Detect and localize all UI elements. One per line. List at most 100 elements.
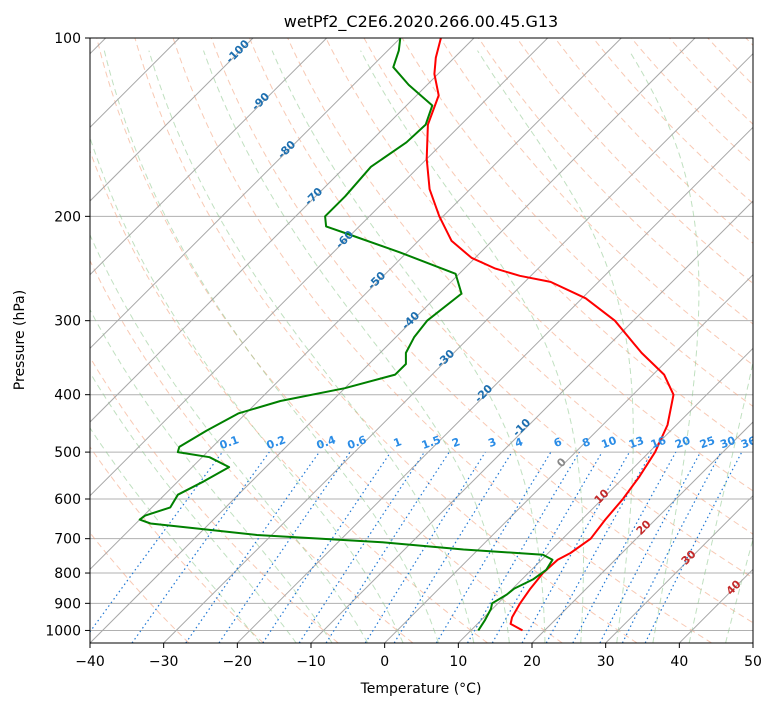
y-tick-label: 500 bbox=[54, 445, 81, 461]
dry-adiabat bbox=[554, 38, 753, 244]
moist-adiabat bbox=[90, 233, 369, 643]
mixing-ratio-line bbox=[298, 451, 425, 643]
mixing-ratio-line bbox=[466, 451, 580, 643]
dry-adiabat bbox=[210, 38, 753, 624]
mixing-ratio-label: 2 bbox=[450, 435, 462, 450]
mixing-ratio-label: 0.1 bbox=[218, 433, 241, 452]
isotherm-line bbox=[163, 52, 753, 643]
moist-adiabat bbox=[688, 360, 753, 643]
mixing-ratio-label: 6 bbox=[552, 435, 564, 450]
x-tick-label: 30 bbox=[597, 654, 615, 670]
mixing-ratio-label: 10 bbox=[600, 434, 619, 452]
isotherm-line bbox=[90, 38, 696, 643]
x-tick-label: −20 bbox=[223, 654, 253, 670]
dry-adiabat bbox=[592, 38, 753, 204]
mixing-ratio-line bbox=[90, 451, 223, 633]
isotherm-line bbox=[236, 126, 753, 643]
isotherm-line bbox=[457, 347, 753, 643]
isotherm-line bbox=[531, 421, 753, 643]
y-tick-label: 1000 bbox=[45, 623, 81, 639]
moist-adiabat bbox=[90, 371, 297, 643]
mixing-ratio-label: 3 bbox=[486, 435, 498, 450]
isotherm-line bbox=[384, 273, 753, 643]
mixing-ratio-line bbox=[218, 451, 351, 643]
dry-adiabat bbox=[630, 38, 753, 165]
mixing-ratio-line bbox=[599, 451, 702, 643]
isotherm-line bbox=[90, 38, 622, 571]
mixing-ratio-label: 4 bbox=[513, 435, 525, 450]
mixing-ratio-line bbox=[325, 451, 450, 643]
isotherm-line bbox=[90, 38, 475, 423]
moist-adiabat bbox=[103, 50, 439, 643]
isotherm-line bbox=[605, 494, 753, 643]
dry-adiabat bbox=[363, 38, 753, 449]
dry-adiabat bbox=[90, 532, 190, 643]
moist-adiabat bbox=[628, 50, 700, 643]
dry-adiabat bbox=[134, 38, 638, 643]
y-tick-label: 900 bbox=[54, 596, 81, 612]
dry-adiabat bbox=[90, 149, 488, 643]
isotherm-label: -20 bbox=[472, 382, 495, 405]
dewpoint-profile bbox=[138, 38, 554, 631]
dry-adiabat bbox=[401, 38, 753, 407]
temperature-profile bbox=[425, 38, 675, 632]
isotherm-line bbox=[752, 642, 753, 643]
isotherm-line bbox=[90, 38, 549, 497]
isotherm-label: -50 bbox=[365, 269, 388, 292]
x-tick-label: 0 bbox=[380, 654, 389, 670]
moist-adiabat bbox=[90, 427, 261, 643]
mixing-ratio-line bbox=[393, 451, 513, 643]
mixing-ratio-line bbox=[364, 451, 486, 643]
plot-frame bbox=[89, 37, 754, 644]
dry-adiabat bbox=[172, 38, 712, 643]
y-tick-label: 800 bbox=[54, 566, 81, 582]
isotherm-label: -40 bbox=[399, 309, 422, 332]
isotherm-label: -90 bbox=[249, 90, 272, 113]
y-tick-label: 600 bbox=[54, 492, 81, 508]
mixing-ratio-line bbox=[491, 451, 603, 643]
isotherm-label: -60 bbox=[333, 228, 356, 251]
moist-adiabat bbox=[148, 50, 475, 643]
isotherm-label: 0 bbox=[554, 455, 569, 470]
dry-adiabat bbox=[745, 38, 753, 47]
isotherm-line bbox=[90, 38, 401, 350]
y-tick-label: 300 bbox=[54, 314, 81, 330]
mixing-ratio-label: 30 bbox=[718, 434, 737, 452]
x-tick-label: 20 bbox=[523, 654, 541, 670]
dry-adiabat bbox=[90, 446, 264, 643]
isotherm-label: -100 bbox=[223, 37, 252, 66]
isotherm-label: 10 bbox=[592, 486, 612, 506]
mixing-ratio-line bbox=[572, 451, 677, 643]
dry-adiabat bbox=[287, 38, 753, 535]
isotherm-line bbox=[310, 200, 753, 643]
y-tick-label: 200 bbox=[54, 209, 81, 225]
x-tick-label: −10 bbox=[296, 654, 326, 670]
dry-adiabat bbox=[516, 38, 753, 285]
mixing-ratio-label: 8 bbox=[580, 435, 592, 450]
x-tick-label: −40 bbox=[75, 654, 105, 670]
moist-adiabat bbox=[90, 136, 404, 643]
moist-adiabat bbox=[725, 537, 753, 643]
isotherm-label: -80 bbox=[275, 138, 298, 161]
mixing-ratio-label: 0.4 bbox=[315, 433, 338, 452]
isotherm-label: 30 bbox=[679, 547, 699, 567]
dry-adiabat bbox=[707, 38, 753, 86]
isotherm-label: -70 bbox=[302, 185, 325, 208]
moist-adiabat bbox=[203, 50, 510, 643]
isotherm-label: -30 bbox=[434, 347, 457, 370]
moist-adiabat bbox=[360, 50, 584, 643]
mixing-ratio-line bbox=[435, 451, 552, 643]
x-tick-label: 50 bbox=[744, 654, 762, 670]
dry-adiabat bbox=[90, 356, 339, 643]
isotherm-line bbox=[90, 38, 254, 202]
y-axis-label: Pressure (hPa) bbox=[12, 290, 28, 390]
mixing-ratio-label: 16 bbox=[649, 434, 668, 452]
chart-title: wetPf2_C2E6.2020.266.00.45.G13 bbox=[284, 12, 558, 32]
x-tick-label: −30 bbox=[149, 654, 179, 670]
mixing-ratio-line bbox=[131, 451, 270, 643]
dry-adiabat bbox=[90, 259, 414, 643]
x-axis-label: Temperature (°C) bbox=[360, 681, 482, 697]
mixing-ratio-label: 25 bbox=[698, 434, 717, 451]
isotherm-label: 20 bbox=[634, 517, 654, 537]
mixing-ratio-label: 20 bbox=[673, 434, 692, 452]
